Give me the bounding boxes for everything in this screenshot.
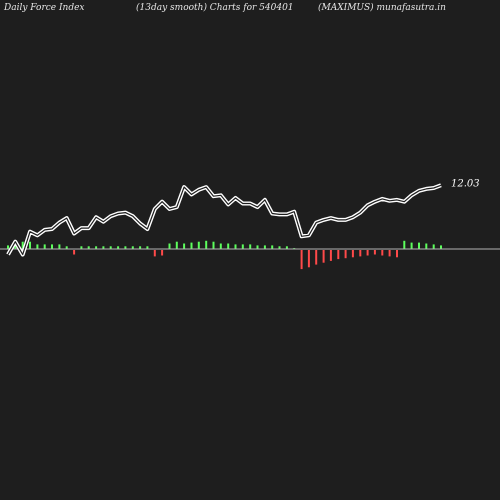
- chart-header-left: Daily Force Index: [4, 3, 85, 13]
- force-bar: [410, 242, 413, 249]
- force-bar: [7, 245, 9, 249]
- force-bar: [36, 244, 39, 249]
- force-bar: [95, 246, 98, 249]
- last-value-label: 12.03: [451, 178, 480, 189]
- force-bar: [51, 244, 53, 249]
- force-bar: [183, 243, 186, 249]
- force-index-line-outline: [6, 183, 442, 257]
- force-bar: [43, 244, 46, 249]
- force-bar: [117, 246, 120, 249]
- force-bar: [219, 243, 222, 249]
- force-bar: [73, 250, 76, 255]
- force-bar: [14, 243, 17, 249]
- force-bar: [278, 246, 281, 249]
- force-bar: [388, 250, 391, 257]
- force-bar: [21, 241, 24, 249]
- force-bar: [337, 250, 340, 260]
- force-bar: [271, 245, 274, 249]
- force-bar: [329, 250, 332, 261]
- force-bar: [396, 250, 398, 258]
- force-bar: [315, 250, 318, 265]
- force-bar: [205, 240, 208, 249]
- force-bar: [29, 241, 31, 249]
- force-bar: [131, 246, 134, 249]
- force-bar: [139, 246, 142, 249]
- force-bar: [425, 243, 428, 249]
- force-bar: [373, 250, 376, 255]
- force-index-line: [7, 184, 442, 256]
- force-bar: [109, 246, 112, 249]
- force-bar: [102, 246, 105, 249]
- force-bar: [241, 244, 244, 249]
- force-bar: [80, 246, 83, 249]
- force-bar: [381, 250, 384, 256]
- force-bar: [190, 242, 193, 249]
- force-bar: [440, 245, 442, 249]
- force-bar: [263, 245, 266, 249]
- force-bar: [300, 250, 303, 270]
- force-bar: [285, 246, 288, 249]
- force-bar: [418, 242, 420, 249]
- chart-header-right: (MAXIMUS) munafasutra.in: [318, 3, 446, 13]
- force-bar: [146, 246, 149, 249]
- force-bar: [197, 241, 200, 249]
- force-bar: [359, 250, 362, 257]
- force-bar: [227, 243, 230, 249]
- force-bar: [249, 244, 252, 249]
- force-bar: [65, 246, 68, 249]
- force-bar: [161, 250, 164, 256]
- force-bar: [87, 246, 90, 249]
- chart-header-center: (13day smooth) Charts for 540401: [136, 3, 294, 13]
- force-bar: [212, 241, 215, 249]
- force-bar: [175, 241, 178, 249]
- force-bar: [351, 250, 354, 258]
- force-bar: [58, 244, 61, 249]
- force-bar: [344, 250, 347, 259]
- force-bar: [168, 243, 171, 249]
- force-bar: [366, 250, 369, 256]
- force-bar: [153, 250, 156, 257]
- force-index-bars: [7, 240, 442, 270]
- force-bar: [124, 246, 127, 249]
- force-bar: [256, 245, 259, 249]
- force-bar: [322, 250, 325, 263]
- force-bar: [432, 244, 435, 249]
- force-bar: [307, 250, 310, 268]
- force-bar: [403, 240, 406, 249]
- force-bar: [234, 244, 237, 249]
